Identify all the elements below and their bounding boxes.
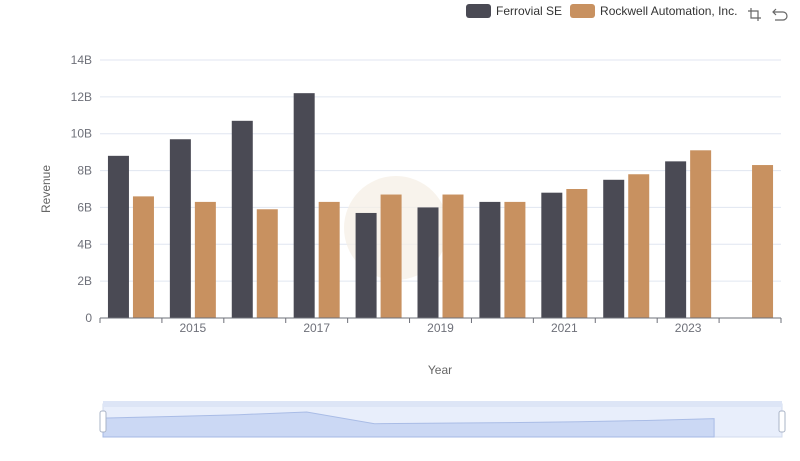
legend-label-ferrovial: Ferrovial SE [496,4,563,18]
bar-ferrovial-2022[interactable] [603,179,625,318]
bar-ferrovial-2014[interactable] [107,155,129,318]
bar-ferrovial-2023[interactable] [665,161,687,318]
data-zoom-slider[interactable] [99,401,786,438]
bar-rockwell-2023[interactable] [690,150,712,318]
x-tick-label: 2015 [180,321,207,335]
bar-rockwell-2020[interactable] [504,201,526,318]
bar-ferrovial-2019[interactable] [417,207,439,318]
legend: Ferrovial SE Rockwell Automation, Inc. [466,4,745,18]
legend-swatch-rockwell [570,4,596,18]
data-zoom-top-bar[interactable] [103,401,782,407]
x-tick-label: 2021 [551,321,578,335]
bar-rockwell-2014[interactable] [132,196,154,318]
y-axis: 0 2B 4B 6B 8B 10B 12B 14B [71,53,93,325]
bar-ferrovial-2018[interactable] [355,212,377,318]
data-zoom-handle-right[interactable] [778,410,786,433]
bars [107,93,774,319]
y-tick-label: 12B [71,90,92,104]
y-tick-label: 10B [71,127,92,141]
y-tick-label: 2B [77,274,92,288]
bar-rockwell-2016[interactable] [256,209,278,318]
y-tick-label: 14B [71,53,92,67]
legend-item-ferrovial[interactable]: Ferrovial SE [466,4,562,18]
bar-rockwell-2019[interactable] [442,194,464,318]
y-tick-label: 8B [77,164,92,178]
bar-ferrovial-2016[interactable] [231,120,253,318]
bar-rockwell-2015[interactable] [194,201,216,318]
legend-item-rockwell[interactable]: Rockwell Automation, Inc. [570,4,737,18]
x-axis-label: Year [428,363,452,377]
bar-rockwell-2024[interactable] [752,165,774,318]
zoom-icon[interactable] [746,6,763,23]
data-zoom-handle-left[interactable] [99,410,107,433]
bar-ferrovial-2015[interactable] [169,139,191,318]
bar-ferrovial-2021[interactable] [541,192,563,318]
x-axis: 2015 2017 2019 2021 2023 [99,317,782,335]
bar-rockwell-2017[interactable] [318,201,340,318]
bar-ferrovial-2017[interactable] [293,93,315,319]
toolbox [746,6,796,23]
y-tick-label: 6B [77,200,92,214]
bar-rockwell-2022[interactable] [628,174,650,318]
restore-icon[interactable] [771,6,788,23]
y-axis-label: Revenue [39,165,53,213]
bar-rockwell-2021[interactable] [566,189,588,318]
y-tick-label: 0 [85,311,92,325]
data-zoom-preview [102,411,715,438]
legend-label-rockwell: Rockwell Automation, Inc. [600,4,738,18]
x-tick-label: 2019 [427,321,454,335]
legend-swatch-ferrovial [466,4,491,18]
x-tick-label: 2017 [303,321,330,335]
bar-ferrovial-2020[interactable] [479,201,501,318]
x-tick-label: 2023 [675,321,702,335]
y-tick-label: 4B [77,237,92,251]
bar-rockwell-2018[interactable] [380,194,402,318]
